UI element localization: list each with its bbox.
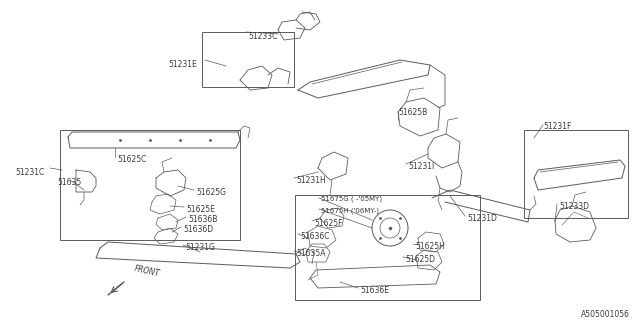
Text: 51635: 51635 xyxy=(57,178,81,187)
Text: 51625G: 51625G xyxy=(196,188,226,197)
Text: 51625B: 51625B xyxy=(398,108,428,117)
Bar xyxy=(295,195,480,300)
Text: 51635A: 51635A xyxy=(296,249,326,258)
Bar xyxy=(524,130,628,218)
Text: 51636B: 51636B xyxy=(188,215,218,224)
Text: 51625C: 51625C xyxy=(117,155,147,164)
Text: 51231G: 51231G xyxy=(185,243,215,252)
Text: 51625E: 51625E xyxy=(186,205,215,214)
Text: 51625H: 51625H xyxy=(415,242,445,251)
Text: 51636C: 51636C xyxy=(300,232,330,241)
Text: 51675H ('06MY-): 51675H ('06MY-) xyxy=(321,207,379,213)
Text: 51625D: 51625D xyxy=(405,255,435,264)
Text: 51636E: 51636E xyxy=(360,286,389,295)
Text: 51625F: 51625F xyxy=(314,219,342,228)
Text: 51675G ( -'05MY): 51675G ( -'05MY) xyxy=(321,196,382,203)
Text: 51231D: 51231D xyxy=(467,214,497,223)
Bar xyxy=(60,130,240,240)
Text: 51231F: 51231F xyxy=(543,122,572,131)
Text: FRONT: FRONT xyxy=(133,264,160,278)
Text: 51231I: 51231I xyxy=(408,162,435,171)
Text: 51233D: 51233D xyxy=(559,202,589,211)
Text: 51233C: 51233C xyxy=(248,32,277,41)
Text: 51231E: 51231E xyxy=(168,60,196,69)
Text: A505001056: A505001056 xyxy=(581,310,630,319)
Bar xyxy=(202,32,294,87)
Text: 51636D: 51636D xyxy=(183,225,213,234)
Text: 51231C: 51231C xyxy=(15,168,44,177)
Text: 51231H: 51231H xyxy=(296,176,326,185)
